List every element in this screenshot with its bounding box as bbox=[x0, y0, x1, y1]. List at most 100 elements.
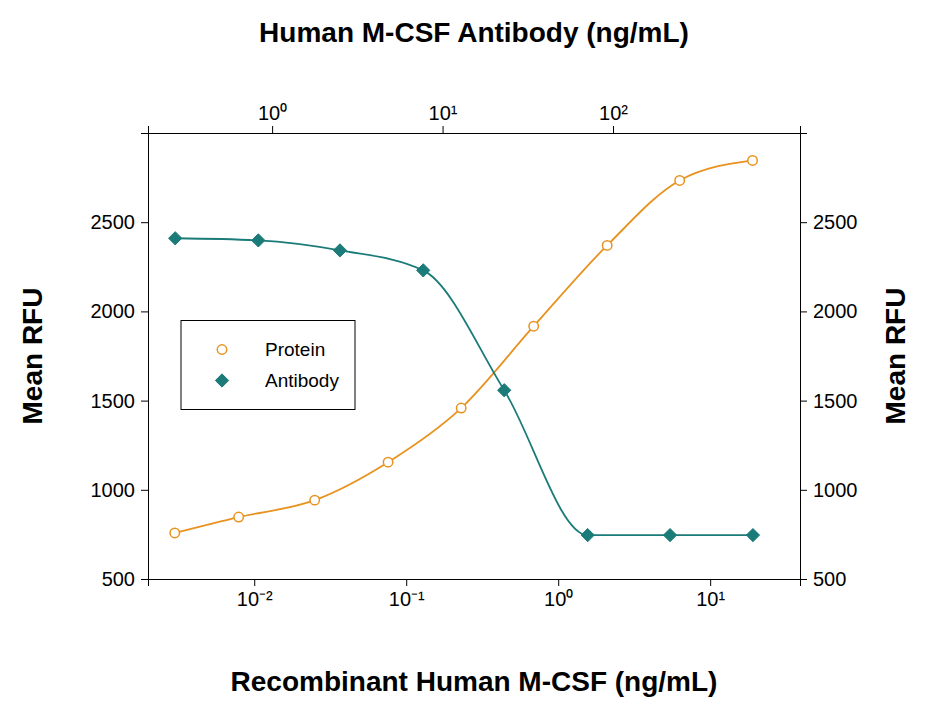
tick: 500 bbox=[102, 568, 148, 590]
tick-label: 1000 bbox=[91, 479, 136, 501]
tick-mark bbox=[141, 311, 148, 312]
x-axis-title: Recombinant Human M-CSF (ng/mL) bbox=[231, 666, 718, 697]
tick-label: 10⁻² bbox=[237, 588, 273, 610]
tick: 10⁻² bbox=[237, 579, 273, 610]
tick-mark bbox=[254, 579, 255, 586]
point bbox=[746, 528, 759, 541]
point bbox=[602, 241, 611, 250]
marks bbox=[169, 156, 760, 542]
tick-label: 10¹ bbox=[429, 102, 458, 124]
point bbox=[581, 528, 594, 541]
legend-marker bbox=[217, 345, 226, 354]
legend-marker bbox=[215, 374, 228, 387]
tick-mark bbox=[406, 579, 407, 586]
tick: 2000 bbox=[800, 300, 858, 322]
point-group bbox=[310, 495, 319, 504]
point-group bbox=[456, 403, 465, 412]
tick-mark bbox=[800, 401, 807, 402]
tick: 1500 bbox=[91, 390, 149, 412]
tick: 1000 bbox=[800, 479, 858, 501]
y2-axis: 500 1000 1500 2000 2500 bbox=[800, 134, 858, 590]
y-axis: 500 1000 1500 2000 2500 bbox=[91, 134, 149, 590]
tick-label: 10¹ bbox=[696, 588, 725, 610]
point bbox=[748, 156, 757, 165]
point bbox=[169, 232, 182, 245]
tick-mark bbox=[141, 490, 148, 491]
tick-label: 500 bbox=[813, 568, 846, 590]
tick-mark bbox=[272, 126, 273, 133]
x2-axis-title: Human M-CSF Antibody (ng/mL) bbox=[259, 17, 689, 48]
tick: 10¹ bbox=[429, 102, 458, 133]
tick-label: 2000 bbox=[813, 300, 858, 322]
series-line bbox=[175, 160, 753, 532]
y2-axis-title: Mean RFU bbox=[880, 288, 911, 425]
point bbox=[498, 384, 511, 397]
tick: 10⁰ bbox=[258, 102, 287, 133]
point-group bbox=[498, 384, 511, 397]
point bbox=[417, 264, 430, 277]
point-group bbox=[529, 321, 538, 330]
tick-label: 1500 bbox=[91, 390, 136, 412]
tick: 10² bbox=[599, 102, 628, 133]
y-axis-title: Mean RFU bbox=[17, 288, 48, 425]
point bbox=[333, 244, 346, 257]
legend-label: Protein bbox=[265, 339, 325, 360]
tick: 10⁻¹ bbox=[389, 579, 425, 610]
tick-mark bbox=[613, 126, 614, 133]
point bbox=[663, 528, 676, 541]
tick: 10⁰ bbox=[544, 579, 573, 610]
tick: 1500 bbox=[800, 390, 858, 412]
tick-mark bbox=[141, 222, 148, 223]
tick: 10¹ bbox=[696, 579, 725, 610]
point-group bbox=[333, 244, 346, 257]
x-axis: 10⁻² 10⁻¹ 10⁰ 10¹ bbox=[149, 579, 801, 610]
point bbox=[234, 512, 243, 521]
tick-mark bbox=[710, 579, 711, 586]
tick-label: 10⁻¹ bbox=[389, 588, 425, 610]
tick-label: 10⁰ bbox=[258, 102, 287, 124]
tick: 2000 bbox=[91, 300, 149, 322]
point bbox=[170, 528, 179, 537]
point bbox=[456, 403, 465, 412]
point-group bbox=[675, 176, 684, 185]
point-group bbox=[234, 512, 243, 521]
point-group bbox=[252, 234, 265, 247]
point bbox=[675, 176, 684, 185]
tick-mark bbox=[443, 126, 444, 133]
point-group bbox=[383, 457, 392, 466]
point-group bbox=[581, 528, 594, 541]
point-group bbox=[170, 528, 179, 537]
chart: 10⁻² 10⁻¹ 10⁰ 10¹ 10⁰ 10¹ 10² 500 1000 1500 2000 25… bbox=[0, 0, 927, 713]
tick-label: 10⁰ bbox=[544, 588, 573, 610]
tick-mark bbox=[800, 579, 807, 580]
point-group bbox=[746, 528, 759, 541]
point-group bbox=[169, 232, 182, 245]
legend-label: Antibody bbox=[265, 370, 339, 391]
tick: 2500 bbox=[91, 211, 149, 233]
y2-axis-line bbox=[801, 134, 808, 580]
legend-box bbox=[181, 321, 355, 410]
tick-label: 2500 bbox=[813, 211, 858, 233]
tick: 500 bbox=[800, 568, 846, 590]
point bbox=[252, 234, 265, 247]
tick: 2500 bbox=[800, 211, 858, 233]
tick-label: 2500 bbox=[91, 211, 136, 233]
tick-mark bbox=[800, 222, 807, 223]
point bbox=[529, 321, 538, 330]
y-axis-line bbox=[141, 134, 149, 580]
point bbox=[310, 495, 319, 504]
tick-label: 10² bbox=[599, 102, 628, 124]
tick-mark bbox=[800, 490, 807, 491]
tick-label: 500 bbox=[102, 568, 135, 590]
tick-mark bbox=[141, 401, 148, 402]
tick-mark bbox=[800, 311, 807, 312]
plot: 10⁻² 10⁻¹ 10⁰ 10¹ 10⁰ 10¹ 10² 500 1000 1500 2000 25… bbox=[91, 102, 858, 610]
tick-label: 2000 bbox=[91, 300, 136, 322]
tick-mark bbox=[141, 579, 148, 580]
tick-label: 1500 bbox=[813, 390, 858, 412]
point bbox=[383, 457, 392, 466]
legend-marker-group bbox=[215, 374, 228, 387]
x2-axis-line bbox=[149, 126, 801, 134]
point-group bbox=[602, 241, 611, 250]
point-group bbox=[417, 264, 430, 277]
